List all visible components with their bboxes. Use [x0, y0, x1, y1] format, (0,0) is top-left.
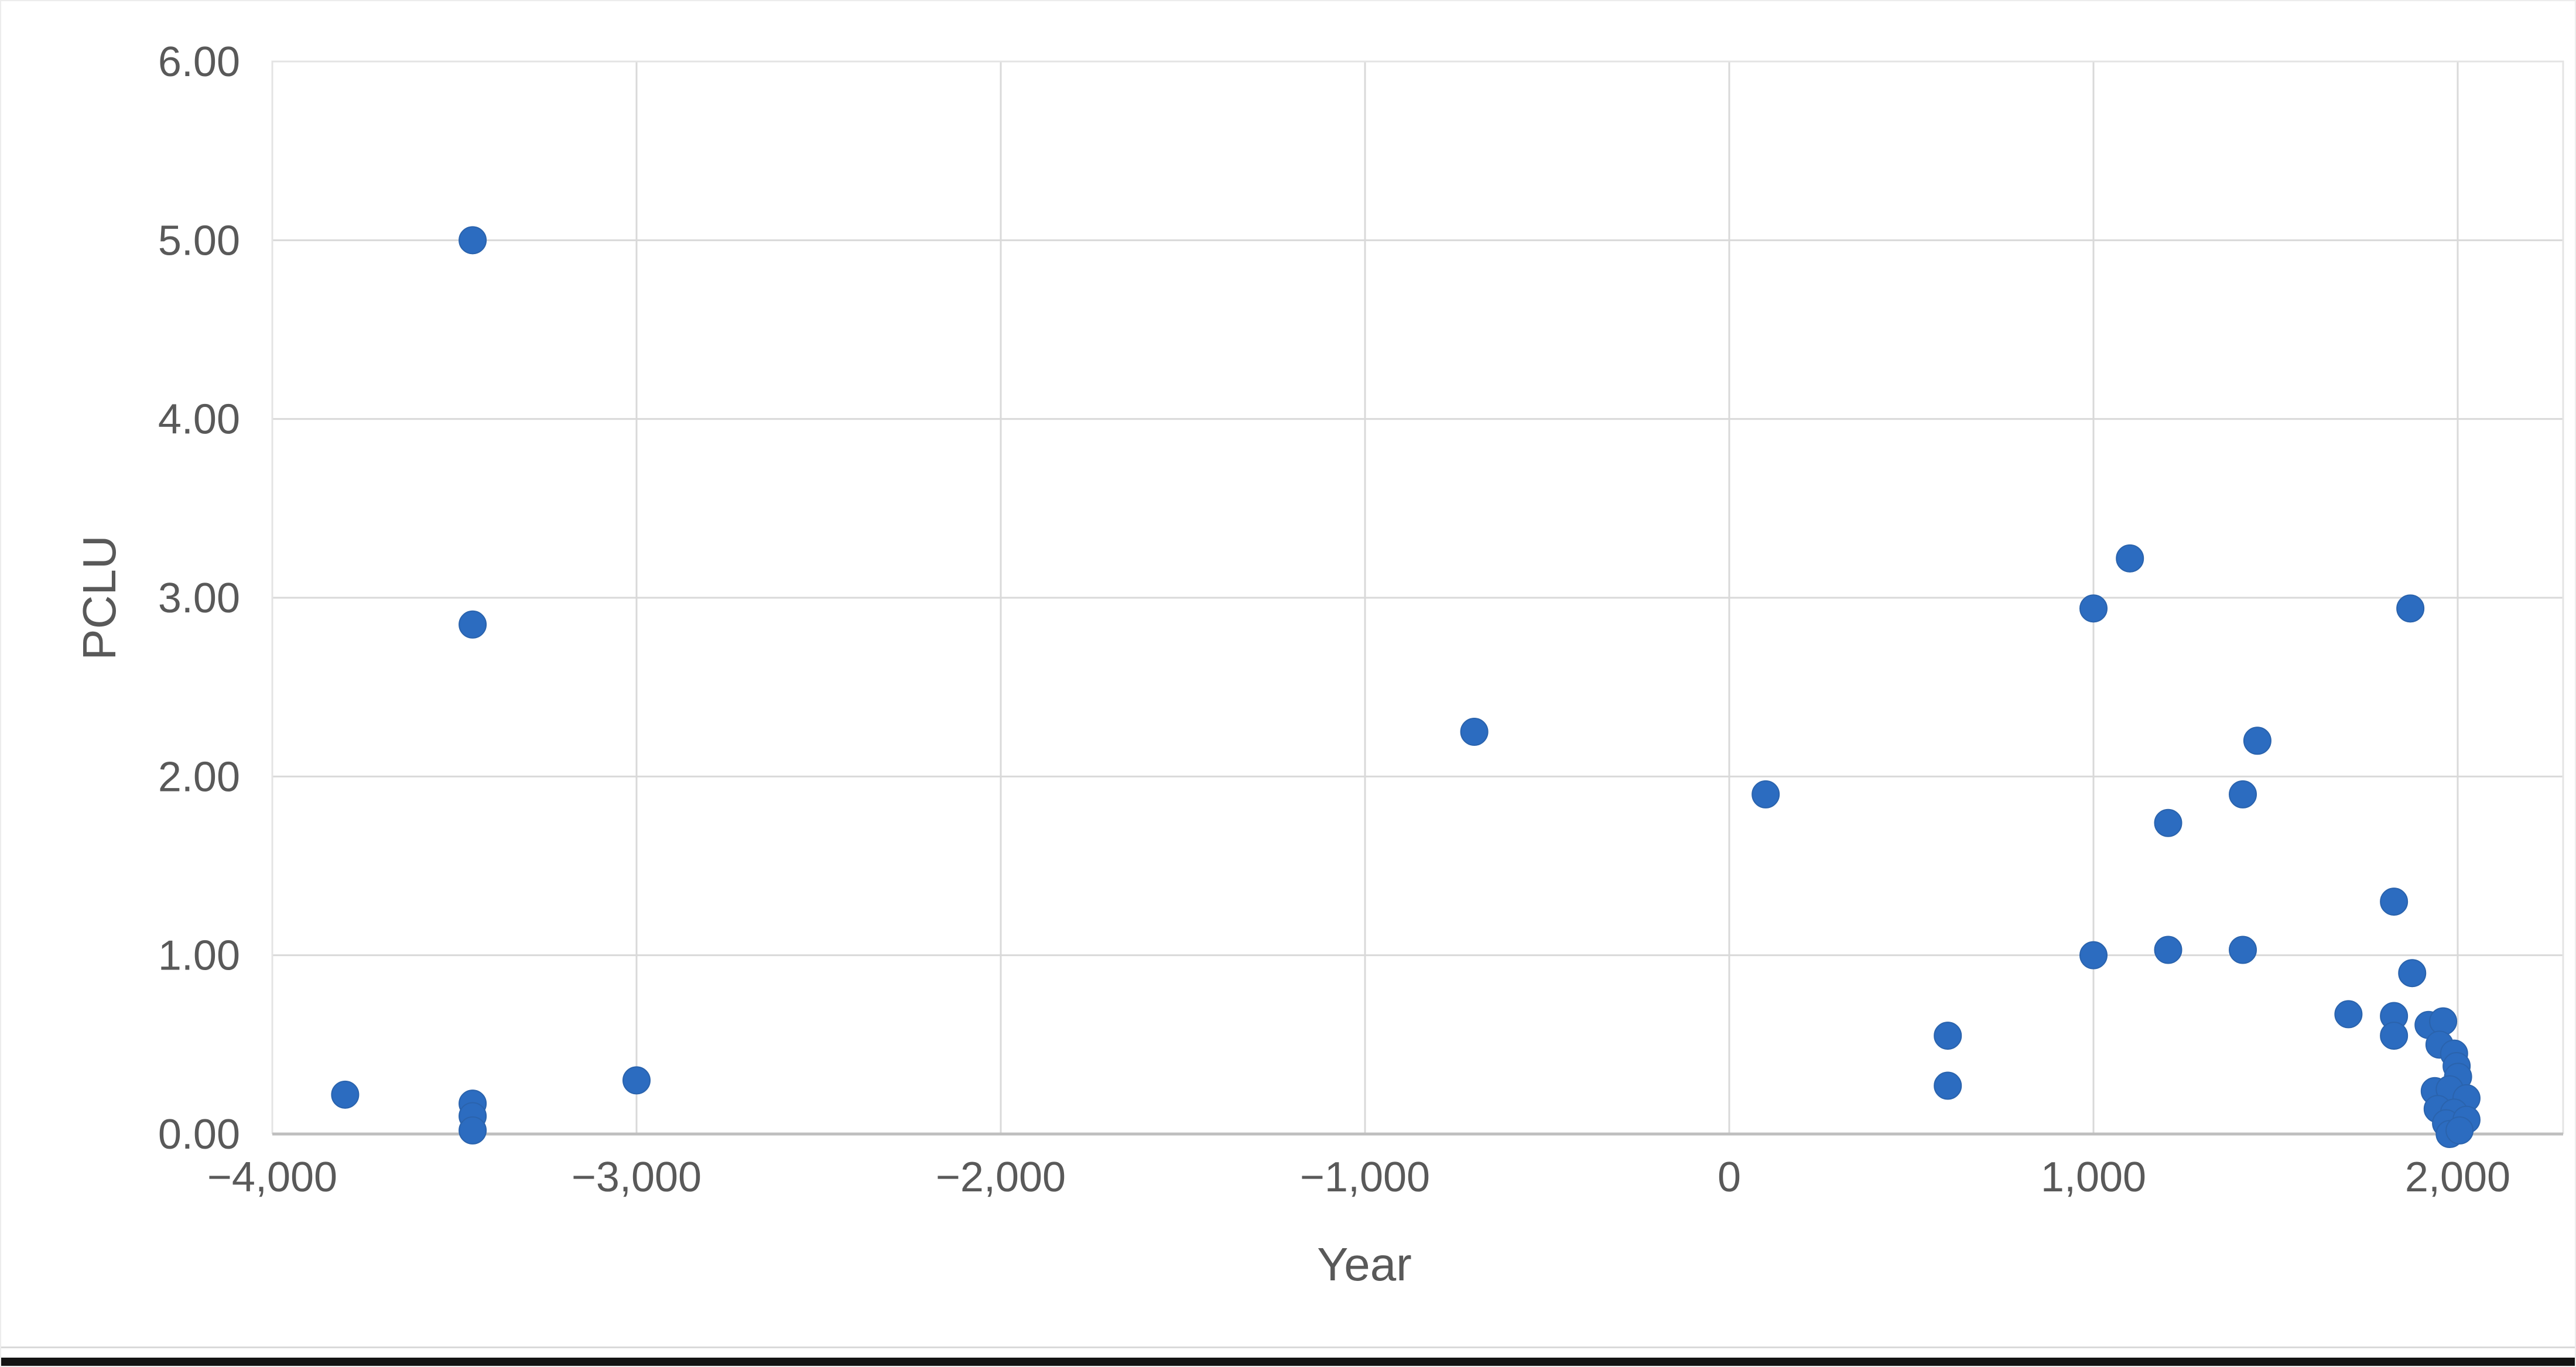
data-point[interactable]	[2398, 959, 2427, 988]
data-point[interactable]	[1751, 780, 1780, 808]
data-point[interactable]	[331, 1080, 360, 1109]
y-tick-label: 3.00	[158, 575, 240, 622]
data-point[interactable]	[1934, 1022, 1962, 1050]
y-tick-label: 6.00	[158, 39, 240, 85]
x-axis-title: Year	[1317, 1238, 1412, 1290]
x-tick-label: 1,000	[2041, 1154, 2146, 1201]
x-tick-label: −3,000	[572, 1154, 702, 1201]
data-point[interactable]	[459, 226, 487, 255]
data-point[interactable]	[2079, 594, 2108, 623]
data-point[interactable]	[622, 1066, 651, 1095]
data-point[interactable]	[1460, 718, 1489, 746]
data-point[interactable]	[2079, 941, 2108, 969]
data-point[interactable]	[2445, 1116, 2474, 1145]
data-point[interactable]	[2229, 780, 2257, 808]
data-point[interactable]	[2429, 1007, 2458, 1036]
y-tick-label: 1.00	[158, 933, 240, 979]
y-tick-label: 5.00	[158, 217, 240, 264]
data-point[interactable]	[2396, 594, 2425, 623]
data-point[interactable]	[2229, 936, 2257, 964]
x-tick-label: 2,000	[2405, 1154, 2510, 1201]
data-point[interactable]	[2154, 808, 2182, 837]
data-point[interactable]	[2116, 544, 2144, 573]
x-tick-label: −4,000	[207, 1154, 337, 1201]
data-point[interactable]	[2380, 1022, 2409, 1050]
data-point[interactable]	[2243, 727, 2271, 755]
y-tick-label: 2.00	[158, 753, 240, 800]
data-point[interactable]	[2154, 936, 2182, 964]
plot-area-border	[271, 60, 2564, 1134]
y-tick-label: 4.00	[158, 396, 240, 443]
x-tick-label: −2,000	[936, 1154, 1066, 1201]
x-tick-label: 0	[1718, 1154, 1741, 1201]
bottom-edge-bar	[0, 1358, 2576, 1367]
data-point[interactable]	[2380, 888, 2409, 916]
data-point[interactable]	[2334, 1000, 2363, 1029]
data-point[interactable]	[459, 1116, 487, 1145]
window-bottom-divider	[0, 1347, 2576, 1348]
y-tick-label: 0.00	[158, 1111, 240, 1158]
y-axis-title: PCLU	[73, 535, 125, 660]
x-tick-label: −1,000	[1300, 1154, 1430, 1201]
data-point[interactable]	[459, 610, 487, 639]
data-point[interactable]	[1934, 1071, 1962, 1100]
